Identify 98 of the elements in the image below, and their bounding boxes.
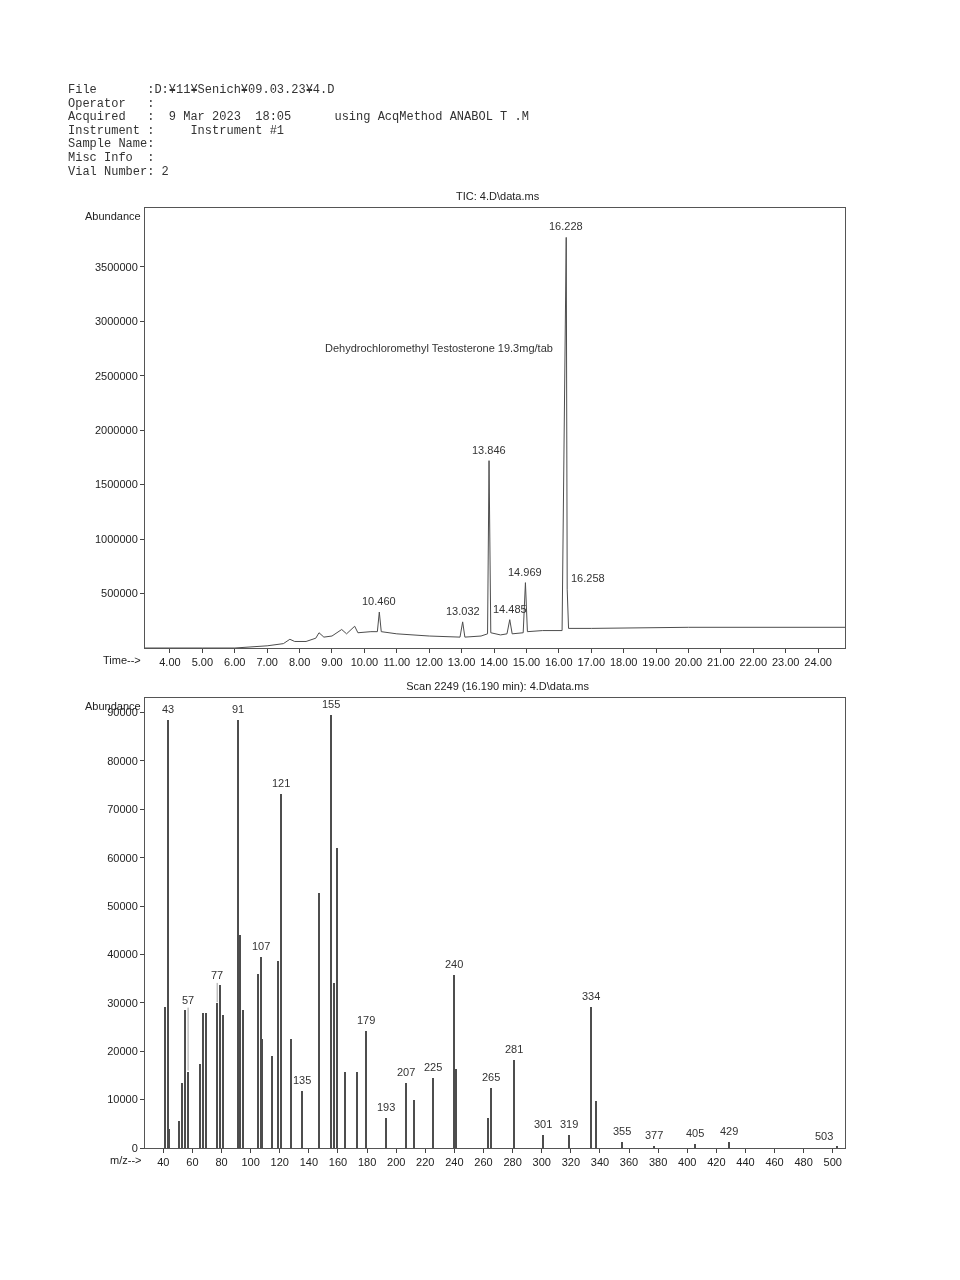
annotation: 57 xyxy=(182,994,195,1006)
x-tick-label: 9.00 xyxy=(321,656,343,669)
x-tick-label: 11.00 xyxy=(383,656,411,669)
x-tick-label: 7.00 xyxy=(256,656,278,669)
x-tick-label: 15.00 xyxy=(512,656,541,669)
x-tick-label: 23.00 xyxy=(771,656,800,669)
y-tick-label: 20000 xyxy=(107,1045,138,1058)
x-tick-label: 420 xyxy=(707,1156,726,1169)
y-axis-title: Abundance xyxy=(85,210,141,222)
x-tick-label: 460 xyxy=(765,1156,784,1169)
x-tick-label: 14.00 xyxy=(480,656,508,669)
x-tick-label: 220 xyxy=(416,1156,435,1169)
x-tick-label: 140 xyxy=(299,1156,319,1169)
x-tick-label: 16.00 xyxy=(545,656,573,669)
x-tick-label: 200 xyxy=(387,1156,406,1169)
annotation: 319 xyxy=(560,1118,579,1130)
y-tick-label: 50000 xyxy=(107,899,138,912)
x-tick-label: 13.00 xyxy=(447,656,476,669)
x-tick-label: 180 xyxy=(357,1156,377,1169)
chart-title: Scan 2249 (16.190 min): 4.D\data.ms xyxy=(406,680,590,693)
x-tick-label: 480 xyxy=(794,1156,813,1169)
y-tick-label: 2500000 xyxy=(94,369,138,382)
y-tick-label: 2000000 xyxy=(94,424,138,437)
x-tick-label: 4.00 xyxy=(159,656,181,669)
y-tick-label: 60000 xyxy=(107,851,138,864)
x-tick-label: 500 xyxy=(823,1156,842,1169)
annotation: 301 xyxy=(534,1118,553,1130)
x-tick-label: 260 xyxy=(474,1156,493,1169)
annotation: 91 xyxy=(232,703,245,715)
x-tick-label: 320 xyxy=(561,1156,580,1169)
annotation: 16.228 xyxy=(549,220,583,232)
x-tick-label: 19.00 xyxy=(642,656,670,669)
x-tick-label: 100 xyxy=(241,1156,260,1169)
annotation: 377 xyxy=(645,1129,664,1141)
annotation: 265 xyxy=(482,1071,501,1083)
annotation: 503 xyxy=(815,1130,834,1142)
annotation: 405 xyxy=(686,1127,705,1139)
annotation: 334 xyxy=(582,990,601,1002)
chart-title: TIC: 4.D\data.ms xyxy=(456,190,540,203)
x-axis-title: m/z--> xyxy=(110,1154,142,1166)
annotation: 107 xyxy=(252,940,271,952)
annotation: 355 xyxy=(613,1125,632,1137)
x-tick-label: 12.00 xyxy=(415,656,443,669)
x-tick-label: 80 xyxy=(215,1156,228,1169)
x-tick-label: 440 xyxy=(736,1156,755,1169)
annotation: 77 xyxy=(211,969,224,981)
y-tick-label: 0 xyxy=(131,1141,138,1154)
x-tick-label: 360 xyxy=(619,1156,639,1169)
annotation: 429 xyxy=(720,1125,739,1137)
x-tick-label: 17.00 xyxy=(577,656,606,669)
y-tick-label: 30000 xyxy=(107,996,138,1009)
annotation: 179 xyxy=(357,1014,376,1026)
x-tick-label: 300 xyxy=(532,1156,551,1169)
x-tick-label: 60 xyxy=(186,1156,199,1169)
annotation: 193 xyxy=(377,1101,396,1113)
x-tick-label: 400 xyxy=(678,1156,697,1169)
x-tick-label: 160 xyxy=(328,1156,348,1169)
annotation: 13.846 xyxy=(472,444,506,456)
annotation: 16.258 xyxy=(571,572,605,584)
x-tick-label: 40 xyxy=(157,1156,170,1169)
x-tick-label: 240 xyxy=(445,1156,464,1169)
x-tick-label: 18.00 xyxy=(609,656,638,669)
x-tick-label: 380 xyxy=(648,1156,668,1169)
annotation: 13.032 xyxy=(446,605,480,617)
x-tick-label: 340 xyxy=(590,1156,610,1169)
x-axis-title: Time--> xyxy=(103,654,141,666)
annotation: 14.485 xyxy=(493,603,527,615)
y-tick-label: 3500000 xyxy=(94,260,138,273)
y-tick-label: 1500000 xyxy=(94,478,138,491)
annotation: 155 xyxy=(322,698,341,710)
annotation: 14.969 xyxy=(508,566,542,578)
annotation: Dehydrochloromethyl Testosterone 19.3mg/tab xyxy=(325,342,553,354)
x-tick-label: 20.00 xyxy=(674,656,703,669)
annotation: 43 xyxy=(162,703,175,715)
x-tick-label: 280 xyxy=(503,1156,522,1169)
annotation: 240 xyxy=(445,958,464,970)
x-tick-label: 8.00 xyxy=(288,656,311,669)
annotation: 135 xyxy=(293,1074,312,1086)
x-tick-label: 6.00 xyxy=(224,656,246,669)
y-tick-label: 70000 xyxy=(107,803,138,816)
x-tick-label: 21.00 xyxy=(707,656,735,669)
x-tick-label: 10.00 xyxy=(350,656,379,669)
chart-subtitle: File :D:¥11¥Senich¥09.03.23¥4.D Operator : Acquired : 9 Mar 2023 18:05 using AcqMethod ANABOL T .M Instrument : Instrument #1 Sample Name: Misc Info : Vial Number: 2 xyxy=(68,83,529,180)
y-tick-label: 40000 xyxy=(107,948,138,961)
annotation: 121 xyxy=(272,777,291,789)
x-tick-label: 24.00 xyxy=(804,656,832,669)
annotation: 10.460 xyxy=(362,595,396,607)
x-tick-label: 120 xyxy=(270,1156,289,1169)
y-tick-label: 500000 xyxy=(101,587,138,600)
annotation: 207 xyxy=(397,1066,416,1078)
y-tick-label: 10000 xyxy=(107,1093,138,1106)
y-tick-label: 80000 xyxy=(107,754,138,767)
annotation: 225 xyxy=(424,1061,443,1073)
x-tick-label: 5.00 xyxy=(191,656,214,669)
annotation: 281 xyxy=(505,1043,524,1055)
y-tick-label: 3000000 xyxy=(94,315,138,328)
y-tick-label: 1000000 xyxy=(94,532,138,545)
x-tick-label: 22.00 xyxy=(739,656,768,669)
